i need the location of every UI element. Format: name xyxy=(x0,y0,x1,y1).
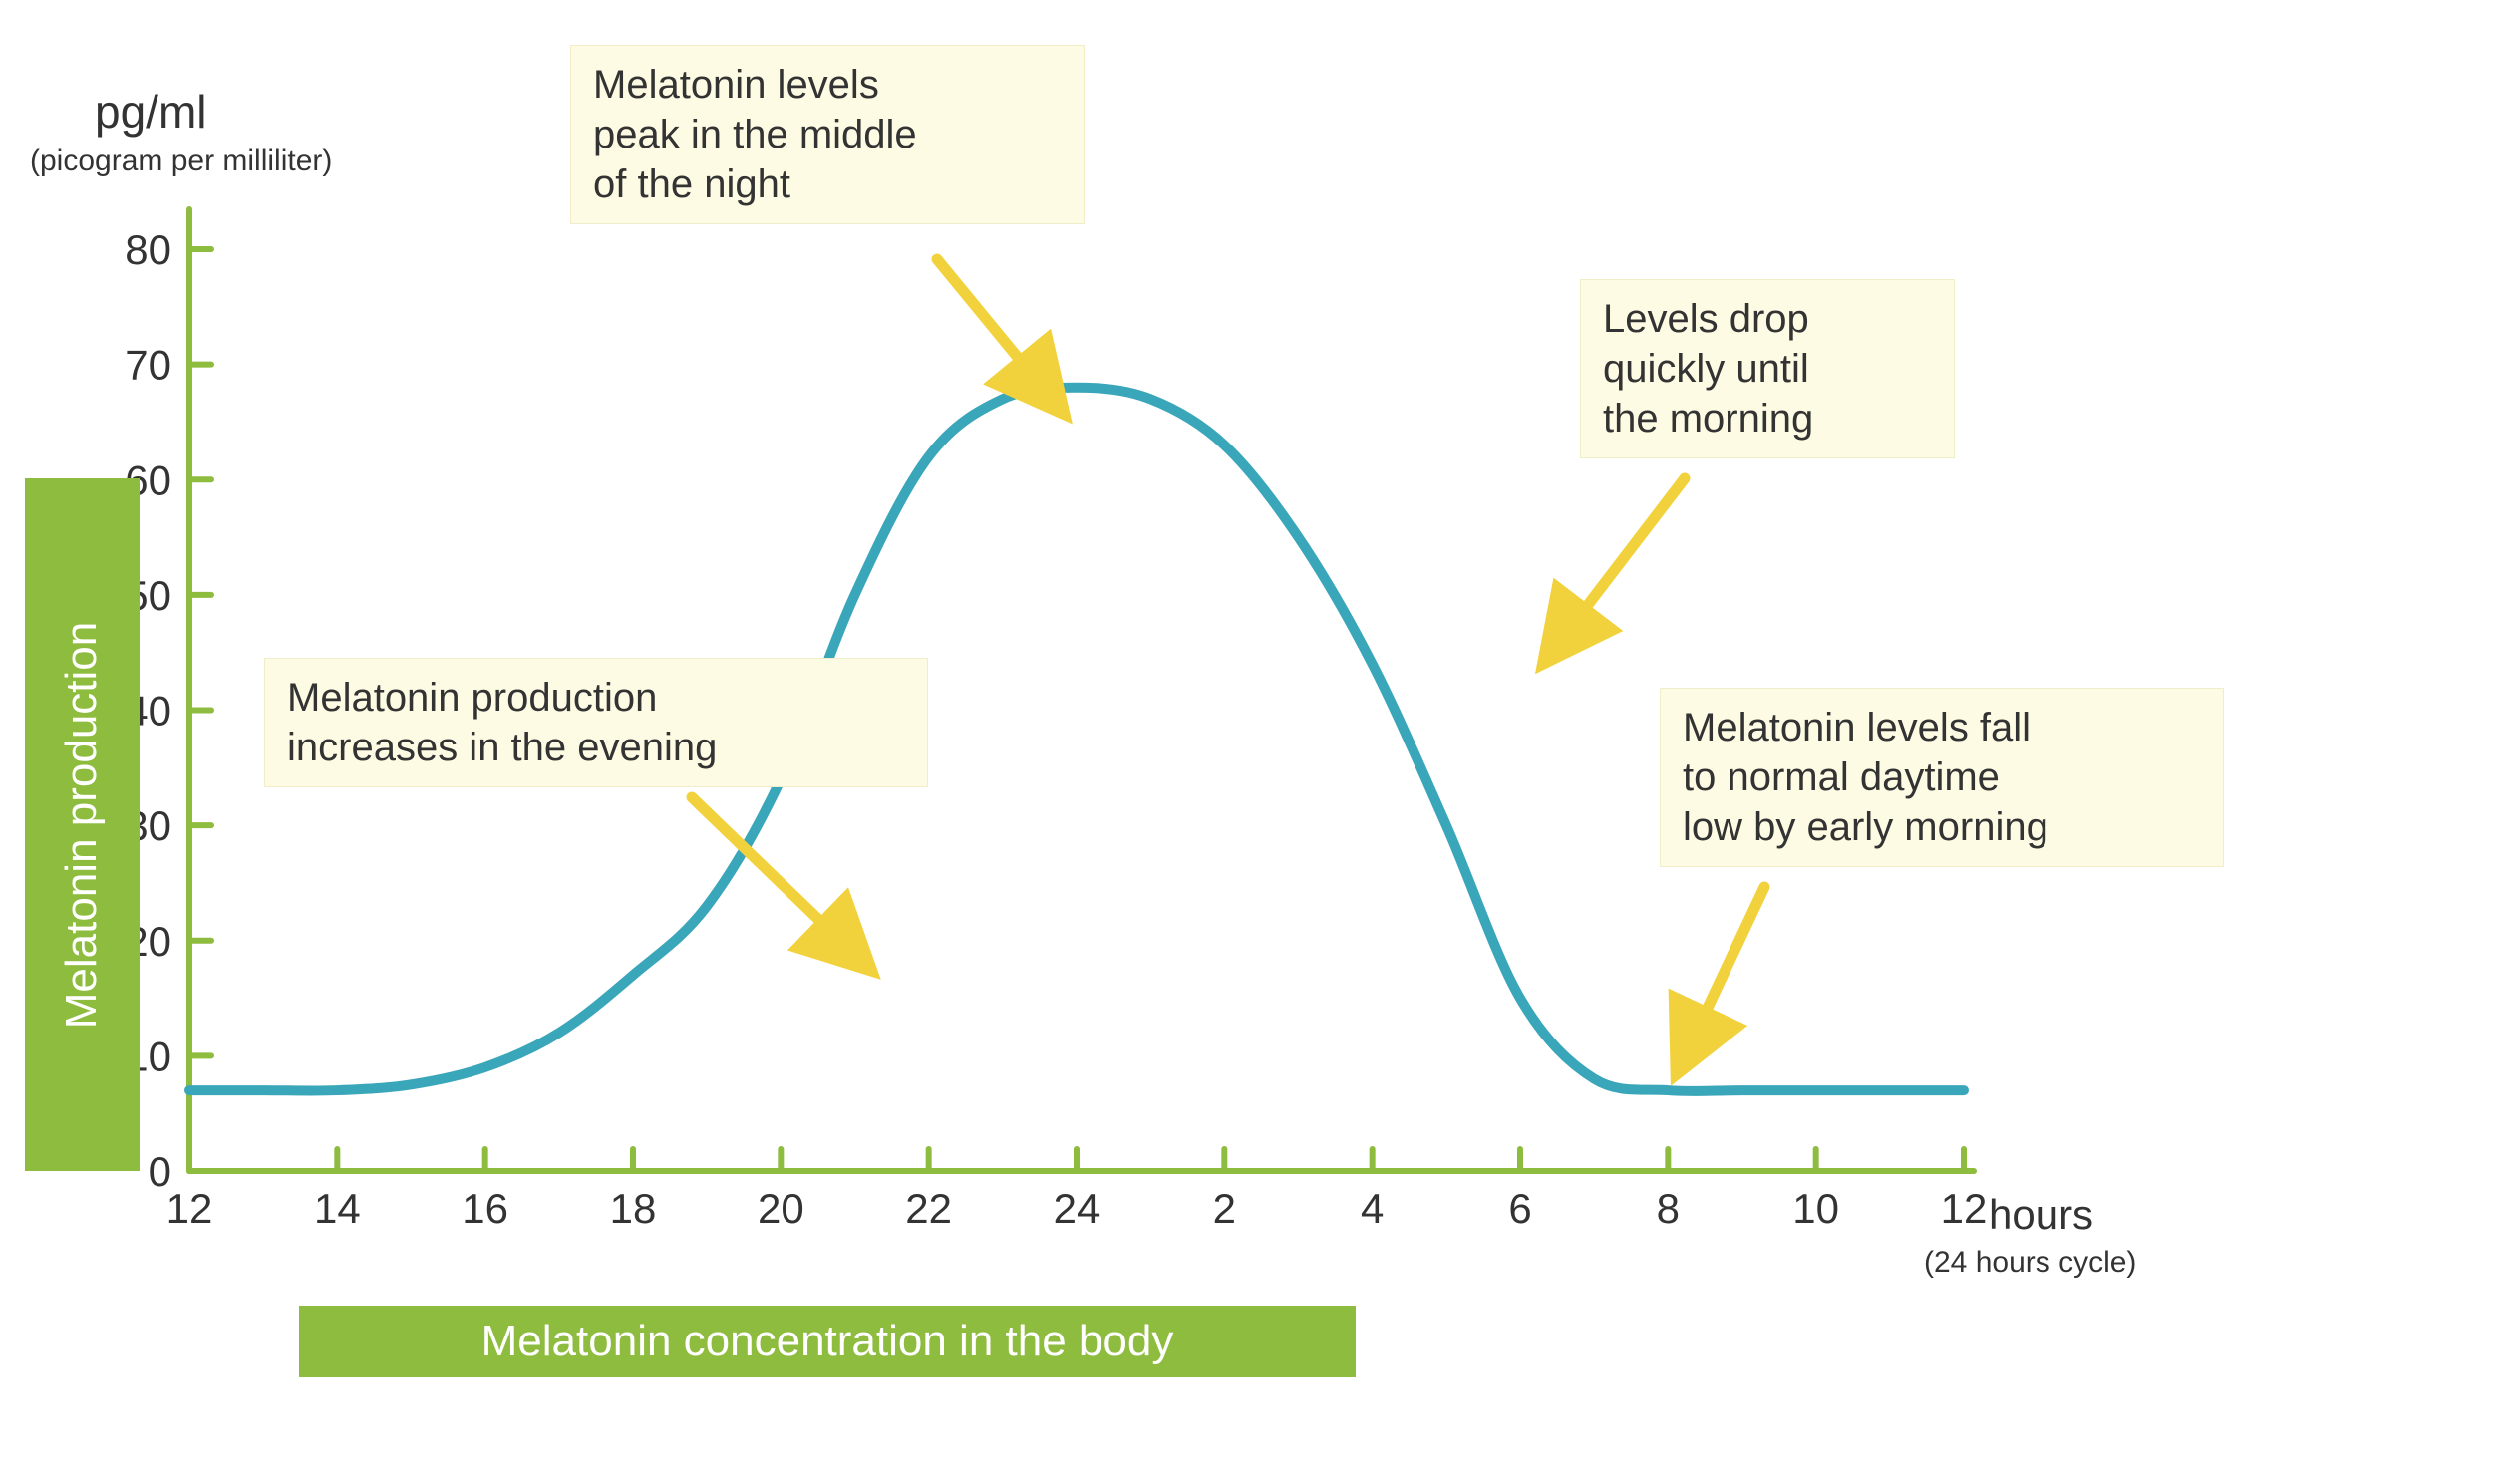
x-axis-sublabel: (24 hours cycle) xyxy=(1924,1246,2136,1280)
y-unit-sublabel: (picogram per milliliter) xyxy=(30,145,332,178)
svg-text:18: 18 xyxy=(610,1185,657,1232)
svg-text:80: 80 xyxy=(125,226,171,273)
melatonin-chart: pg/ml (picogram per milliliter) Melatoni… xyxy=(0,0,2516,1484)
svg-text:22: 22 xyxy=(905,1185,952,1232)
svg-text:14: 14 xyxy=(314,1185,361,1232)
svg-text:24: 24 xyxy=(1054,1185,1101,1232)
svg-text:6: 6 xyxy=(1508,1185,1531,1232)
x-axis-label: hours xyxy=(1989,1191,2093,1239)
svg-text:12: 12 xyxy=(1941,1185,1988,1232)
callout-evening-increase: Melatonin productionincreases in the eve… xyxy=(264,658,928,787)
svg-text:12: 12 xyxy=(166,1185,213,1232)
callout-text: Melatonin levels fallto normal daytimelo… xyxy=(1683,706,2048,849)
callout-drop-morning: Levels dropquickly untilthe morning xyxy=(1580,279,1955,458)
svg-text:20: 20 xyxy=(758,1185,804,1232)
callout-text: Levels dropquickly untilthe morning xyxy=(1603,297,1813,441)
x-axis-title-box: Melatonin concentration in the body xyxy=(299,1306,1356,1377)
svg-text:8: 8 xyxy=(1657,1185,1680,1232)
y-unit-label: pg/ml xyxy=(95,85,206,139)
y-axis-title-box: Melatonin production xyxy=(25,478,140,1171)
callout-text: Melatonin productionincreases in the eve… xyxy=(287,676,717,769)
svg-text:2: 2 xyxy=(1213,1185,1236,1232)
svg-text:70: 70 xyxy=(125,342,171,389)
callout-peak-night: Melatonin levelspeak in the middleof the… xyxy=(570,45,1085,224)
svg-text:10: 10 xyxy=(1792,1185,1839,1232)
callout-daytime-low: Melatonin levels fallto normal daytimelo… xyxy=(1660,688,2224,867)
callout-text: Melatonin levelspeak in the middleof the… xyxy=(593,63,917,206)
y-axis-title: Melatonin production xyxy=(58,621,108,1028)
svg-text:16: 16 xyxy=(462,1185,508,1232)
x-axis-title: Melatonin concentration in the body xyxy=(481,1317,1174,1366)
svg-text:4: 4 xyxy=(1361,1185,1384,1232)
